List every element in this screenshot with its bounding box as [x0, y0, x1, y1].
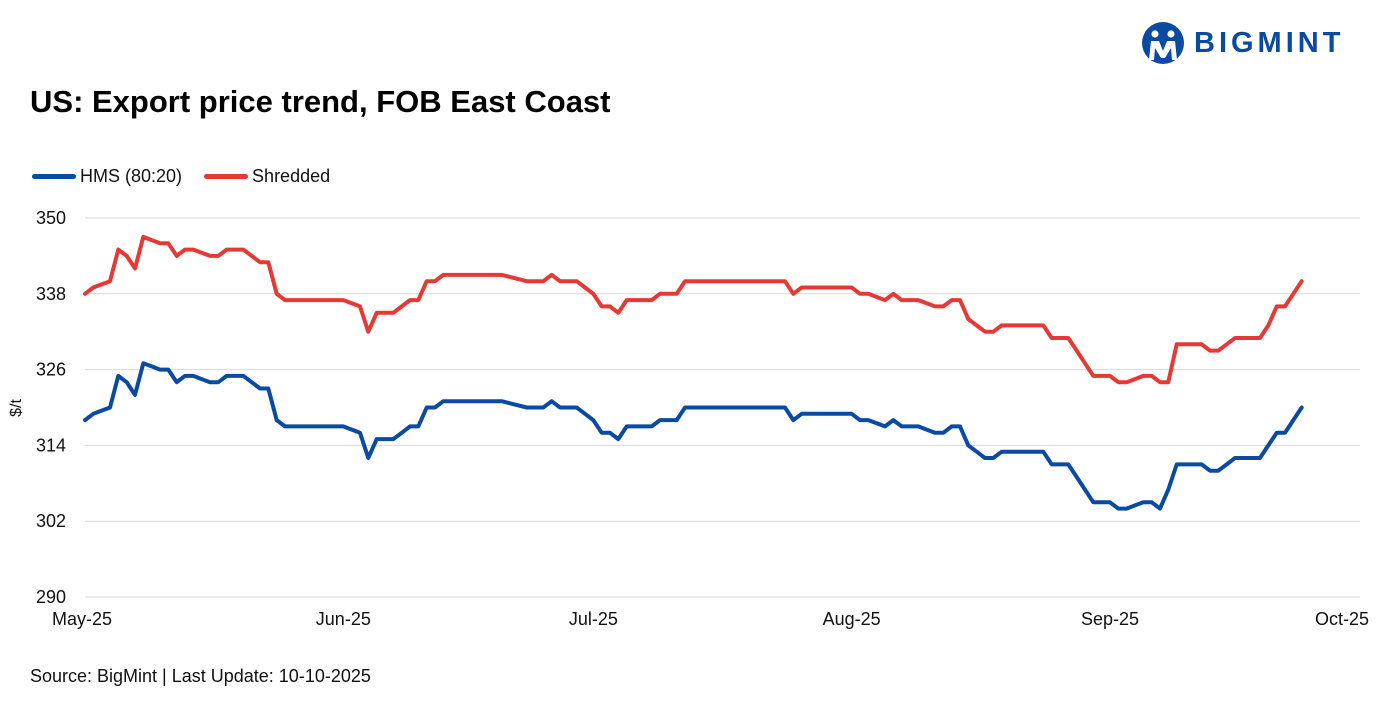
x-tick-label: Sep-25	[1081, 609, 1139, 629]
x-tick-label: May-25	[52, 609, 112, 629]
brand-logo: BIGMINT	[1140, 20, 1344, 66]
legend-label-hms: HMS (80:20)	[80, 166, 183, 186]
series-lines	[83, 234, 1304, 511]
series-line-shredded	[83, 234, 1304, 385]
y-tick-label: 326	[36, 360, 66, 380]
y-axis-ticks: 350 338 326 314 302 290	[36, 208, 66, 607]
x-tick-label: Oct-25	[1315, 609, 1369, 629]
y-tick-label: 314	[36, 435, 66, 455]
x-tick-label: Aug-25	[823, 609, 881, 629]
y-tick-label: 338	[36, 284, 66, 304]
legend-label-shredded: Shredded	[252, 166, 331, 186]
y-tick-label: 350	[36, 208, 66, 228]
x-tick-label: Jun-25	[316, 609, 371, 629]
chart-legend: HMS (80:20) Shredded	[32, 166, 352, 187]
legend-item-shredded: Shredded	[204, 166, 330, 187]
legend-swatch-shredded	[204, 174, 249, 179]
legend-item-hms: HMS (80:20)	[32, 166, 182, 187]
logo-wordmark: BIGMINT	[1194, 26, 1345, 59]
y-tick-label: 290	[36, 587, 66, 607]
y-tick-label: 302	[36, 511, 66, 531]
gridlines	[85, 217, 1360, 598]
y-axis-label: $/t	[8, 399, 25, 417]
series-line-hms	[83, 361, 1304, 511]
x-axis-ticks: May-25 Jun-25 Jul-25 Aug-25 Sep-25 Oct-25	[52, 609, 1369, 629]
x-tick-label: Jul-25	[569, 609, 618, 629]
chart-title: US: Export price trend, FOB East Coast	[30, 84, 611, 119]
bigmint-logo-icon	[1142, 22, 1184, 64]
source-note: Source: BigMint | Last Update: 10-10-202…	[30, 666, 371, 686]
legend-swatch-hms	[32, 174, 76, 179]
